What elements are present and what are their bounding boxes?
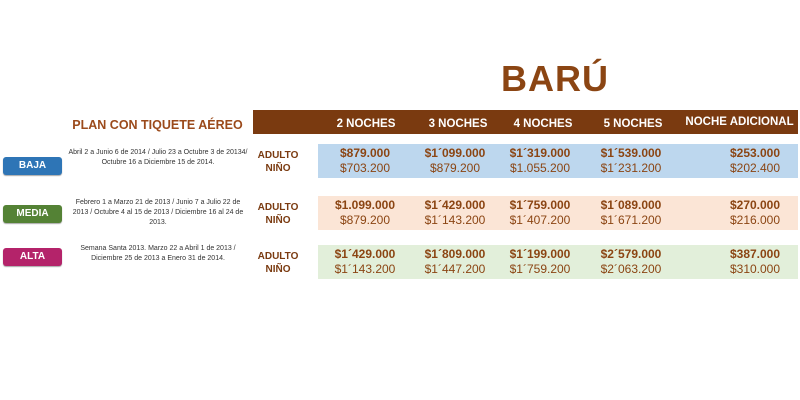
price-cell: $1´199.000 $1´759.200 [495,247,585,277]
adult-price: $1´429.000 [334,247,396,261]
season-dates-alta: Semana Santa 2013. Marzo 22 a Abril 1 de… [80,245,236,262]
child-price: $216.000 [729,213,781,227]
adult-price: $2´579.000 [600,247,662,261]
price-cell: $1´759.000 $1´407.200 [495,198,585,228]
adult-price: $1´759.000 [509,198,571,212]
child-price: $1´671.200 [600,213,662,227]
child-price: $879.200 [429,161,481,175]
child-price: $1´143.200 [424,213,486,227]
season-badge-alta[interactable]: ALTA [3,248,62,266]
price-cell: $1´429.000 $1´143.200 [410,198,500,228]
child-price: $202.400 [729,161,781,175]
column-header-noche-adicional: NOCHE ADICIONAL [685,116,794,128]
child-price: $703.200 [339,161,391,175]
adult-price: $270.000 [729,198,781,212]
season-dates-media: Febrero 1 a Marzo 21 de 2013 / Junio 7 a… [72,199,244,226]
child-price: $1´447.200 [424,262,486,276]
adult-price: $1´099.000 [424,146,486,160]
page-title: BARÚ [501,58,609,99]
adult-price: $1´199.000 [509,247,571,261]
column-header-4-noches: 4 NOCHES [513,118,573,130]
price-cell: $879.000 $703.200 [320,146,410,176]
child-price: $1´231.200 [600,161,662,175]
price-cell: $2´579.000 $2´063.200 [586,247,676,277]
price-cell: $1´429.000 $1´143.200 [320,247,410,277]
price-cell: $387.000 $310.000 [710,247,800,277]
column-header-3-noches: 3 NOCHES [428,118,488,130]
adult-price: $879.000 [339,146,391,160]
price-cell: $270.000 $216.000 [710,198,800,228]
age-labels: ADULTO NIÑO [253,250,303,276]
adult-price: $1´319.000 [509,146,571,160]
adult-price: $1´539.000 [600,146,662,160]
price-cell: $253.000 $202.400 [710,146,800,176]
adult-label: ADULTO [257,202,299,213]
price-band-baja: $879.000 $703.200 $1´099.000 $879.200 $1´319… [318,144,798,178]
child-label: NIÑO [265,163,291,174]
adult-price: $1´429.000 [424,198,486,212]
adult-price: $1.099.000 [334,198,396,212]
age-labels: ADULTO NIÑO [253,201,303,227]
column-header-2-noches: 2 NOCHES [336,118,396,130]
child-price: $1´143.200 [334,262,396,276]
child-price: $879.200 [339,213,391,227]
price-band-alta: $1´429.000 $1´143.200 $1´809.000 $1´447.200… [318,245,798,279]
child-price: $1´407.200 [509,213,571,227]
adult-price: $253.000 [729,146,781,160]
price-cell: $1.099.000 $879.200 [320,198,410,228]
season-badge-baja[interactable]: BAJA [3,157,62,175]
child-price: $310.000 [729,262,781,276]
price-band-media: $1.099.000 $879.200 $1´429.000 $1´143.200 $1… [318,196,798,230]
age-labels: ADULTO NIÑO [253,149,303,175]
price-cell: $1´809.000 $1´447.200 [410,247,500,277]
child-price: $1´759.200 [509,262,571,276]
adult-label: ADULTO [257,150,299,161]
price-cell: $1´089.000 $1´671.200 [586,198,676,228]
adult-price: $1´809.000 [424,247,486,261]
column-header-5-noches: 5 NOCHES [603,118,663,130]
child-label: NIÑO [265,215,291,226]
child-price: $2´063.200 [600,262,662,276]
table-header-bar [253,110,798,134]
adult-label: ADULTO [257,251,299,262]
season-dates-baja: Abril 2 a Junio 6 de 2014 / Julio 23 a O… [68,149,248,166]
adult-price: $1´089.000 [600,198,662,212]
price-cell: $1´319.000 $1.055.200 [495,146,585,176]
child-label: NIÑO [265,264,291,275]
season-badge-media[interactable]: MEDIA [3,205,62,223]
plan-label: PLAN CON TIQUETE AÉREO [72,118,243,132]
price-cell: $1´539.000 $1´231.200 [586,146,676,176]
child-price: $1.055.200 [509,161,571,175]
adult-price: $387.000 [729,247,781,261]
price-cell: $1´099.000 $879.200 [410,146,500,176]
